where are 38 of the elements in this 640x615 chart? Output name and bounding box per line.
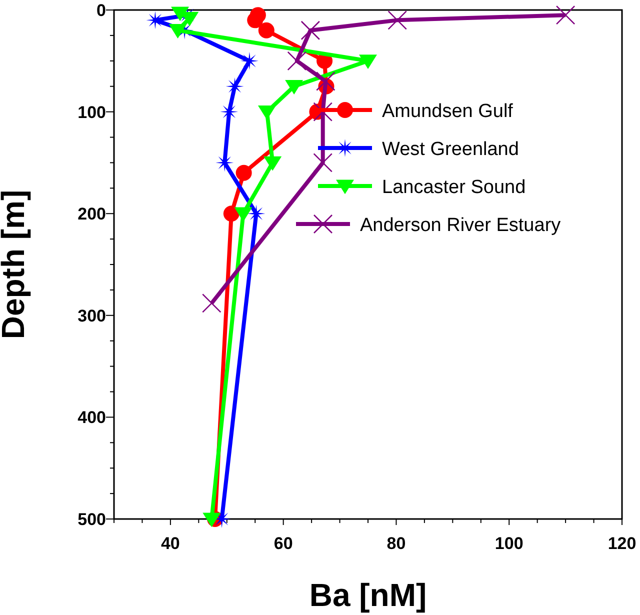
point [258,106,276,120]
point [359,54,377,69]
point [258,22,274,38]
point [313,102,332,122]
point [287,51,307,71]
x-tick-label: 100 [494,534,524,553]
point [234,207,252,222]
point [556,5,576,25]
point [240,52,258,70]
x-tick-label: 60 [274,534,293,553]
point [223,206,240,222]
point [247,12,264,28]
point [168,24,187,38]
y-tick-label: 500 [78,510,106,529]
point [226,77,244,96]
x-tick-label: 40 [160,534,180,553]
x-tick-label: 80 [386,534,406,553]
y-tick-label: 100 [78,102,106,122]
point [388,10,407,30]
y-tick-label: 0 [96,1,106,20]
y-tick-label: 300 [78,306,106,326]
point [264,156,282,171]
legend-label: Anderson River Estuary [360,215,562,236]
x-tick-label: 120 [608,534,636,553]
point [202,512,221,528]
point [313,153,332,172]
y-tick-label: 200 [78,204,106,224]
point [316,72,336,91]
legend-label: West Greenland [382,139,519,160]
point [236,164,252,181]
point [300,20,320,40]
point [285,80,304,94]
point [202,294,222,313]
legend-label: Lancaster Sound [382,177,526,198]
legend-label: Amundsen Gulf [382,101,514,122]
y-axis-title: Depth [m] [0,190,31,340]
y-tick-label: 400 [78,408,106,428]
x-axis-title: Ba [nM] [309,577,427,613]
